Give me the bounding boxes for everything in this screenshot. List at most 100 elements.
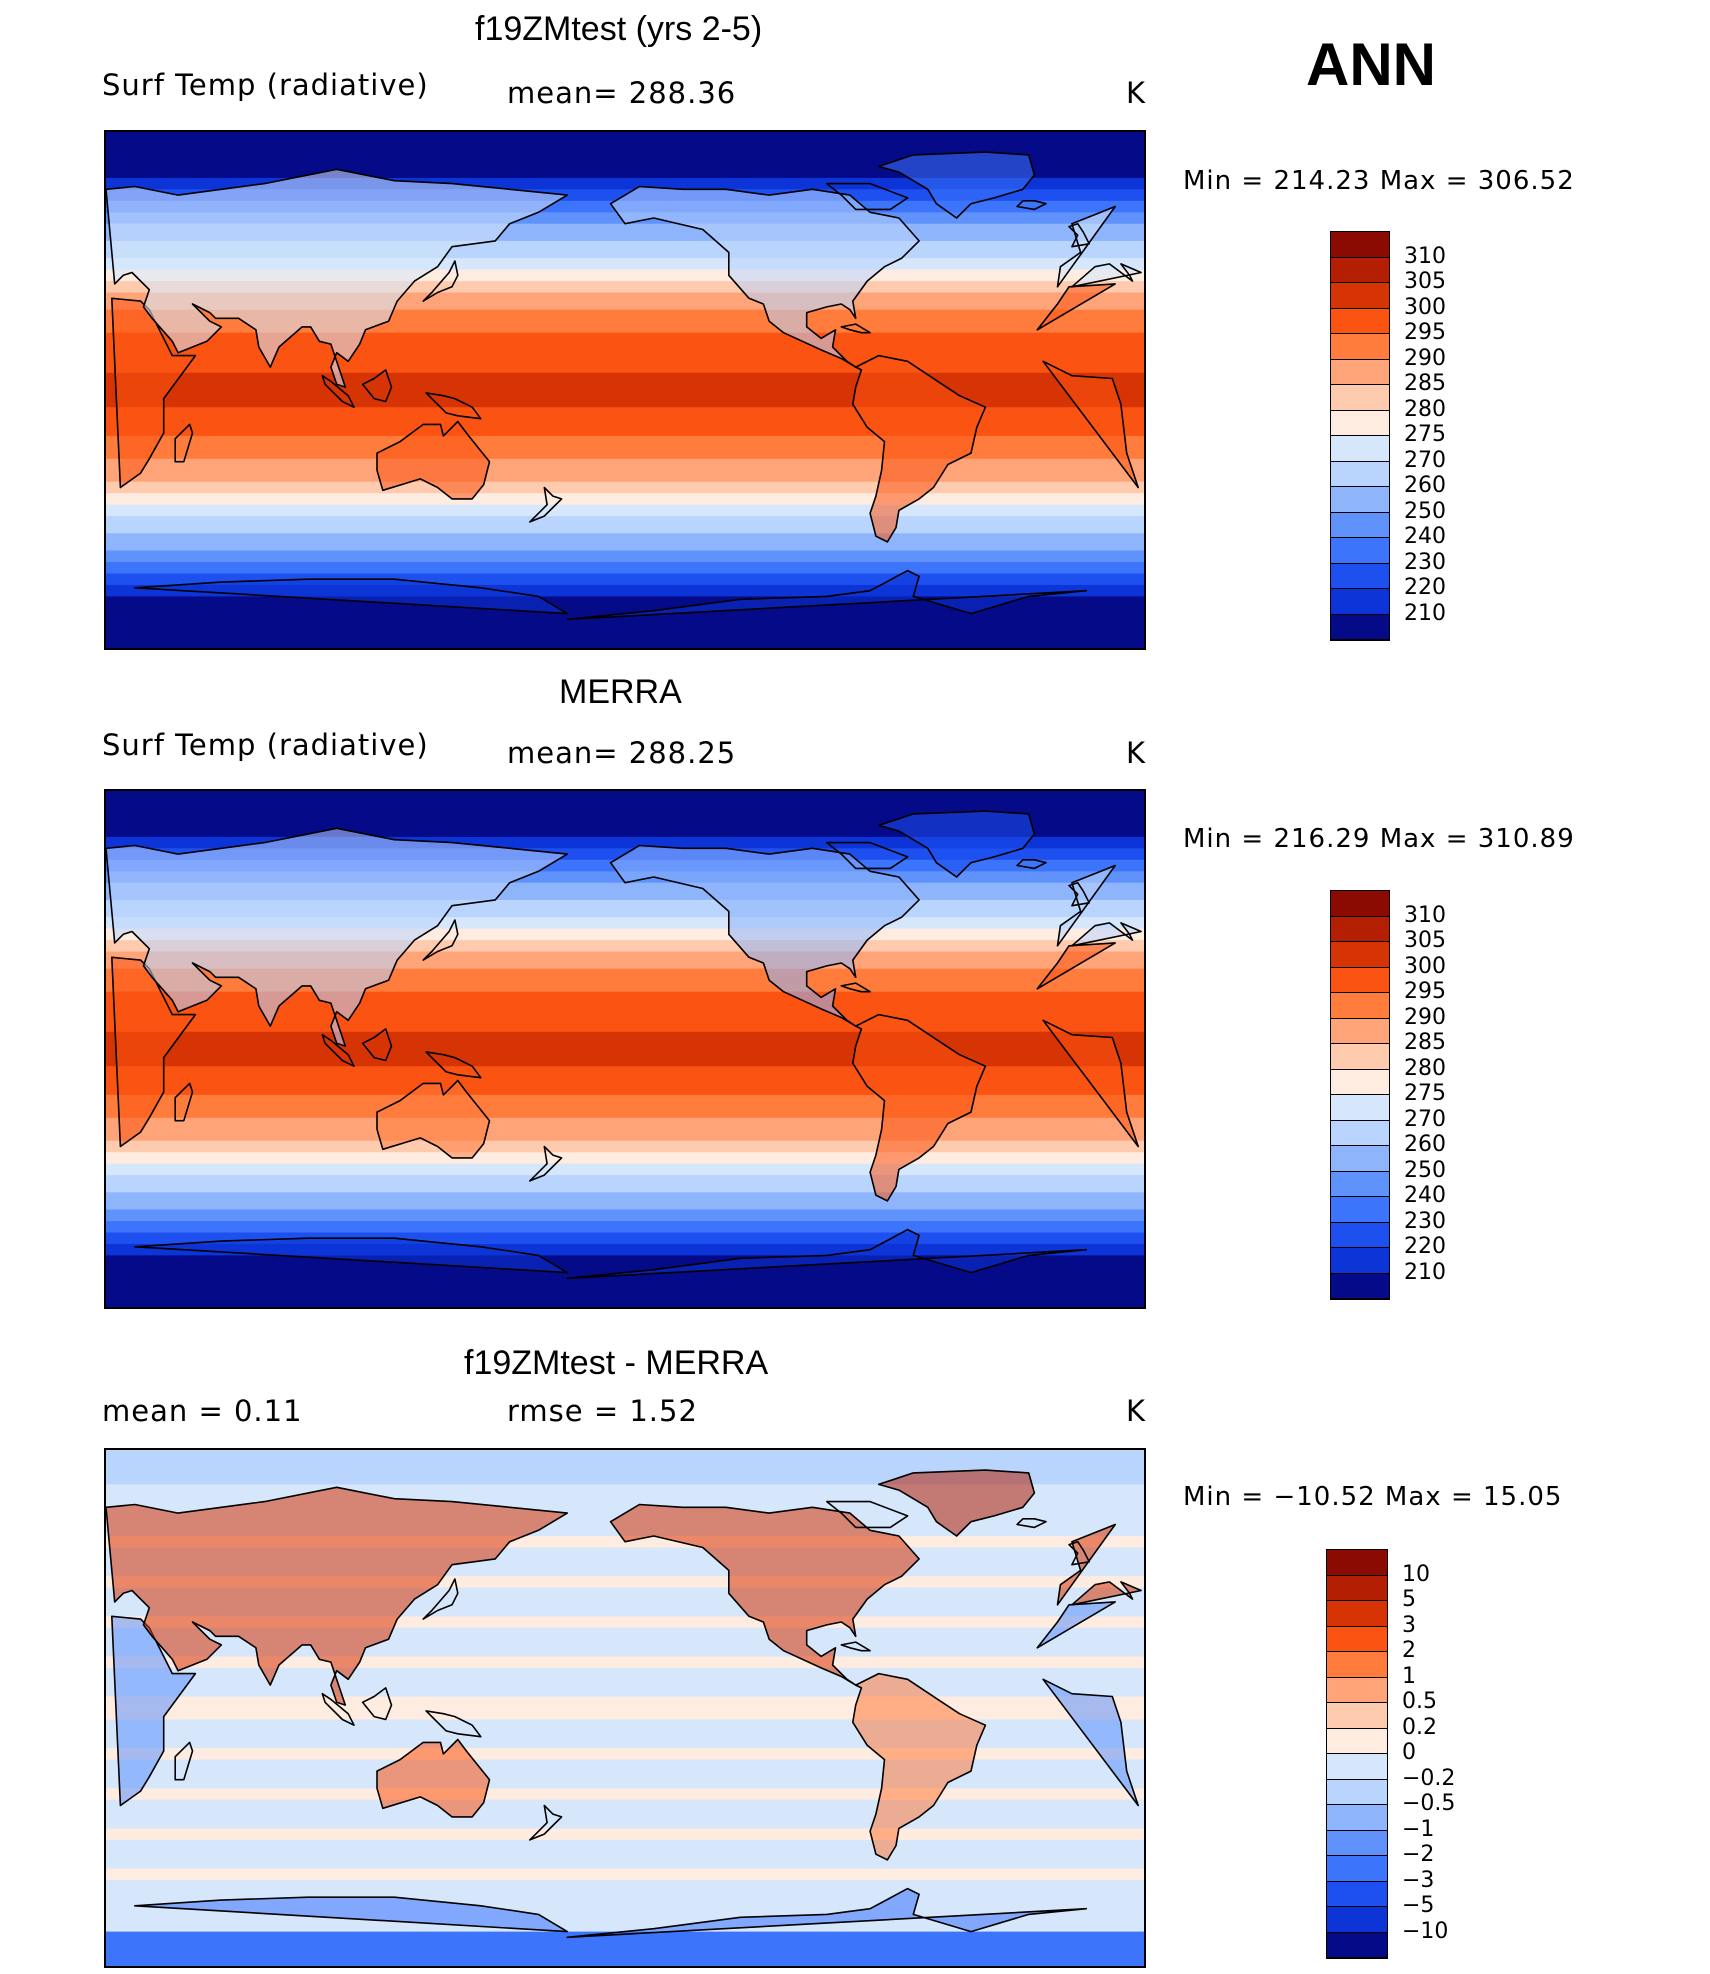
field-band <box>106 1192 1144 1199</box>
field-band <box>106 1221 1144 1228</box>
coastline-africa <box>1036 942 1117 990</box>
field-band <box>106 1255 1144 1262</box>
colorbar-box <box>1327 1856 1387 1882</box>
coastline-madagascar <box>174 1741 194 1781</box>
colorbar-tick-label: 305 <box>1404 928 1446 953</box>
colorbar-box <box>1331 538 1389 564</box>
coastline-antarctica <box>133 1237 569 1274</box>
colorbar-box <box>1331 359 1389 385</box>
field-band <box>106 1146 1144 1153</box>
field-band <box>106 813 1144 821</box>
field-band <box>106 1066 1144 1073</box>
colorbar-tick-label: 220 <box>1404 1234 1446 1259</box>
field-band <box>106 493 1144 500</box>
coastline-antarctica <box>566 569 1088 621</box>
panel-1-map-plot <box>106 132 1144 648</box>
colorbar-tick-label: 280 <box>1404 396 1446 422</box>
colorbar-box <box>1327 1779 1387 1805</box>
field-band <box>106 315 1144 322</box>
field-band <box>106 418 1144 425</box>
field-band <box>106 1209 1144 1216</box>
colorbar-tick-label: 220 <box>1404 575 1446 600</box>
field-band <box>106 1948 1144 1956</box>
field-band <box>106 1089 1144 1096</box>
colorbar-box <box>1331 1018 1389 1044</box>
panel-2-variable: Surf Temp (radiative) <box>102 728 429 762</box>
field-band <box>106 1851 1144 1858</box>
field-band <box>106 1501 1144 1508</box>
field-band <box>106 922 1144 930</box>
coastline-new-guinea <box>425 1051 482 1079</box>
field-band <box>106 934 1144 941</box>
field-band <box>106 1008 1144 1016</box>
field-band <box>106 1450 1144 1457</box>
field-band <box>106 1564 1144 1571</box>
field-band <box>106 1467 1144 1474</box>
field-band <box>106 1169 1144 1176</box>
coastline-cuba <box>840 1641 871 1652</box>
coastline-uk <box>1068 1540 1091 1566</box>
field-band <box>106 1020 1144 1027</box>
field-band <box>106 985 1144 993</box>
coastline-borneo <box>361 1028 393 1062</box>
coastline-eurasia <box>1056 864 1117 947</box>
colorbar-tick-label: 305 <box>1404 269 1446 294</box>
field-band <box>106 132 1144 139</box>
colorbar-box <box>1331 589 1389 615</box>
field-band <box>106 355 1144 362</box>
coastline-africa <box>1036 283 1117 331</box>
coastline-eurasia <box>1056 1523 1117 1606</box>
field-band <box>106 1043 1144 1050</box>
colorbar-box <box>1331 1069 1389 1095</box>
coastline-s-america <box>851 1013 987 1202</box>
field-band <box>106 275 1144 282</box>
colorbar-tick-label: 285 <box>1404 371 1446 396</box>
colorbar-box <box>1331 334 1389 360</box>
colorbar-tick-label: 1 <box>1402 1663 1416 1689</box>
colorbar-tick-label: 290 <box>1404 1004 1446 1030</box>
colorbar-box <box>1331 1273 1389 1299</box>
field-band <box>106 556 1144 563</box>
field-band <box>106 189 1144 196</box>
field-band <box>106 235 1144 242</box>
colorbar-tick-label: 210 <box>1404 1259 1446 1285</box>
field-band <box>106 1593 1144 1600</box>
field-band <box>106 344 1144 351</box>
colorbar-box <box>1327 1830 1387 1856</box>
field-band <box>106 281 1144 288</box>
field-band <box>106 470 1144 477</box>
field-band <box>106 579 1144 586</box>
colorbar-tick-label: 10 <box>1402 1561 1430 1587</box>
coastline-iceland <box>1016 1518 1047 1529</box>
colorbar-box <box>1327 1881 1387 1907</box>
colorbar-tick-label: 260 <box>1404 1132 1446 1157</box>
season-label: ANN <box>1306 31 1436 98</box>
field-band <box>106 1891 1144 1898</box>
field-band <box>106 1902 1144 1910</box>
field-band <box>106 1736 1144 1743</box>
colorbar-box <box>1327 1575 1387 1601</box>
coastline-new-zealand <box>528 1804 563 1841</box>
field-band <box>106 172 1144 179</box>
field-band <box>106 888 1144 895</box>
field-band <box>106 1702 1144 1709</box>
field-band <box>106 1862 1144 1870</box>
field-band <box>106 991 1144 998</box>
colorbar-tick-label: 260 <box>1404 473 1446 498</box>
field-band <box>106 1920 1144 1927</box>
field-band <box>106 1662 1144 1669</box>
field-band <box>106 367 1144 374</box>
field-band <box>106 1748 1144 1755</box>
field-band <box>106 882 1144 889</box>
coastline-australia <box>376 1079 491 1159</box>
field-band <box>106 963 1144 970</box>
field-band <box>106 1140 1144 1147</box>
field-band <box>106 1570 1144 1577</box>
field-band <box>106 1484 1144 1491</box>
field-band <box>106 1163 1144 1170</box>
field-band <box>106 1186 1144 1193</box>
field-band <box>106 642 1144 648</box>
field-band <box>106 1203 1144 1211</box>
field-band <box>106 544 1144 552</box>
field-band <box>106 1742 1144 1749</box>
